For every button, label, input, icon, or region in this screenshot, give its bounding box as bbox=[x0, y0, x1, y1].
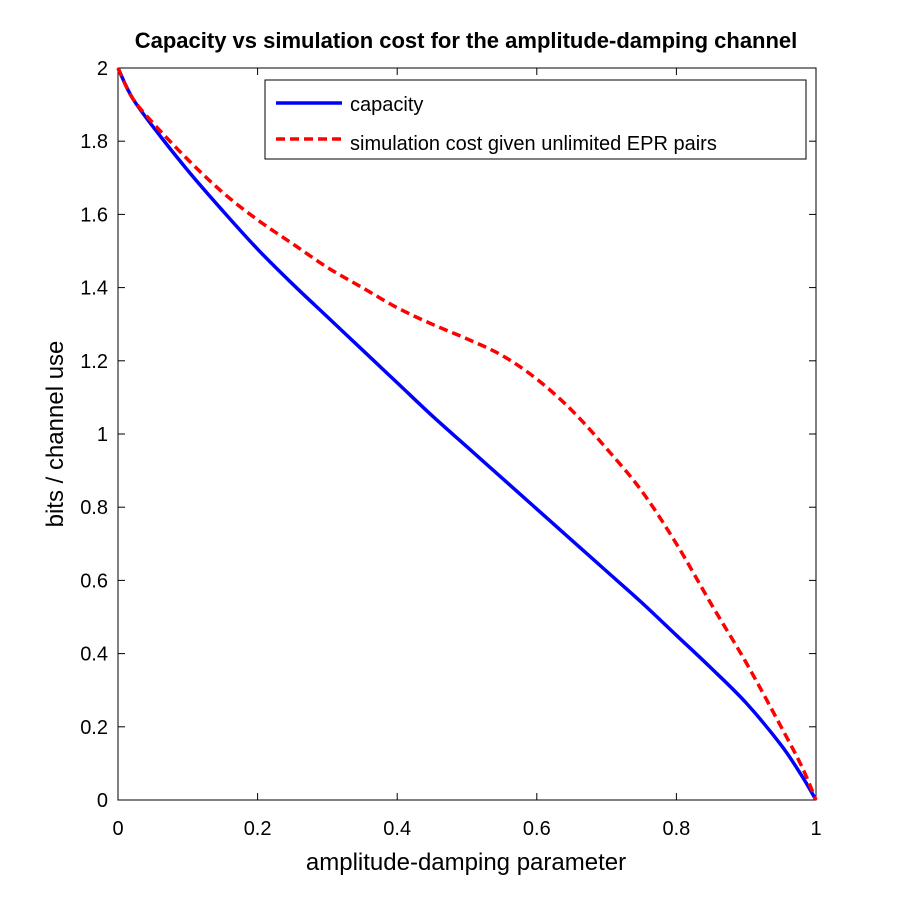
legend-box bbox=[264, 79, 807, 160]
y-tick-label: 1.4 bbox=[80, 278, 108, 300]
series-group bbox=[116, 67, 818, 801]
y-tick-label: 1.8 bbox=[80, 131, 108, 153]
y-tick-label: 0.6 bbox=[80, 570, 108, 592]
x-tick-label: 0.4 bbox=[383, 818, 411, 840]
x-tick-label: 0.8 bbox=[662, 818, 690, 840]
tick-group: 0 0.2 0.4 0.6 0.8 1 0 0.2 0.4 0.6 0.8 1 1.2 1.4 1.6 1.8… bbox=[80, 58, 821, 840]
legend: capacity simulation cost given unlimited… bbox=[264, 79, 807, 160]
y-tick-label: 0.8 bbox=[80, 497, 108, 519]
x-tick-label: 0 bbox=[112, 818, 123, 840]
y-tick-label: 2 bbox=[97, 58, 108, 80]
legend-label-simulation-cost: simulation cost given unlimited EPR pair… bbox=[350, 133, 717, 155]
series-line-simulation-cost bbox=[116, 67, 818, 801]
x-tick-label: 1 bbox=[810, 818, 821, 840]
legend-label-capacity: capacity bbox=[350, 94, 423, 116]
y-tick-label: 0.4 bbox=[80, 644, 108, 666]
y-tick-label: 1.6 bbox=[80, 204, 108, 226]
chart-title: Capacity vs simulation cost for the ampl… bbox=[135, 28, 798, 53]
x-tick-label: 0.2 bbox=[244, 818, 272, 840]
y-tick-label: 1.2 bbox=[80, 351, 108, 373]
y-tick-label: 0 bbox=[97, 790, 108, 812]
series-line-capacity bbox=[116, 67, 818, 801]
y-tick-label: 1 bbox=[97, 424, 108, 446]
y-axis-label: bits / channel use bbox=[42, 341, 69, 528]
y-tick-label: 0.2 bbox=[80, 717, 108, 739]
x-tick-label: 0.6 bbox=[523, 818, 551, 840]
x-axis-label: amplitude-damping parameter bbox=[306, 849, 626, 876]
plot-area bbox=[117, 67, 817, 801]
